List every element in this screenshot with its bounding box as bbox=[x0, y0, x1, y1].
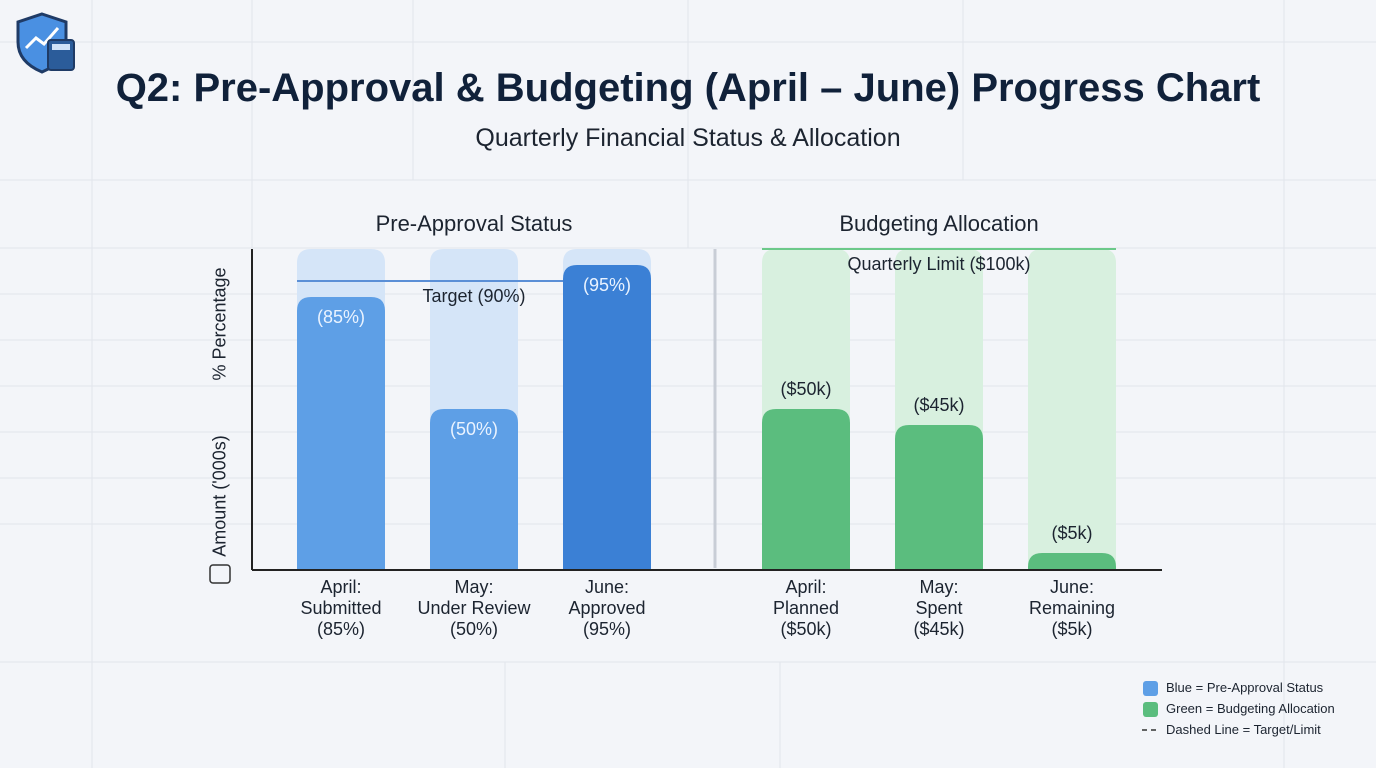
bar bbox=[1028, 553, 1116, 569]
category-label: May: Under Review (50%) bbox=[417, 577, 531, 639]
bar bbox=[895, 425, 983, 569]
bar-track bbox=[1028, 249, 1116, 569]
bar bbox=[430, 409, 518, 569]
legend-swatch bbox=[1143, 681, 1158, 696]
value-label: ($5k) bbox=[1051, 523, 1093, 543]
y-axis-label: Amount ('000s) bbox=[209, 435, 230, 557]
reference-label: Quarterly Limit ($100k) bbox=[847, 254, 1031, 274]
value-label: ($45k) bbox=[913, 395, 965, 415]
value-label: (50%) bbox=[449, 419, 499, 439]
value-label: (95%) bbox=[582, 275, 632, 295]
title: Q2: Pre-Approval & Budgeting (April – Ju… bbox=[115, 66, 1261, 110]
subtitle: Quarterly Financial Status & Allocation bbox=[475, 124, 901, 152]
panel-title: Budgeting Allocation bbox=[839, 211, 1039, 236]
logo-icon bbox=[16, 12, 75, 74]
category-label: April: Planned ($50k) bbox=[772, 577, 840, 639]
reference-label: Target (90%) bbox=[422, 286, 526, 306]
bar bbox=[762, 409, 850, 569]
legend-swatch bbox=[1143, 702, 1158, 717]
bar bbox=[297, 297, 385, 569]
category-label: June: Remaining ($5k) bbox=[1028, 577, 1116, 639]
category-label: June: Approved (95%) bbox=[568, 577, 646, 639]
bar bbox=[563, 265, 651, 569]
value-label: ($50k) bbox=[780, 379, 832, 399]
value-label: (85%) bbox=[316, 307, 366, 327]
legend-label: Dashed Line = Target/Limit bbox=[1166, 722, 1321, 737]
legend-label: Green = Budgeting Allocation bbox=[1166, 701, 1335, 716]
category-label: May: Spent ($45k) bbox=[913, 577, 965, 639]
legend-label: Blue = Pre-Approval Status bbox=[1166, 680, 1324, 695]
panel-title: Pre-Approval Status bbox=[375, 211, 573, 236]
axis-icon bbox=[209, 564, 231, 584]
category-label: April: Submitted (85%) bbox=[300, 577, 382, 639]
y-axis-label: % Percentage bbox=[209, 267, 230, 381]
